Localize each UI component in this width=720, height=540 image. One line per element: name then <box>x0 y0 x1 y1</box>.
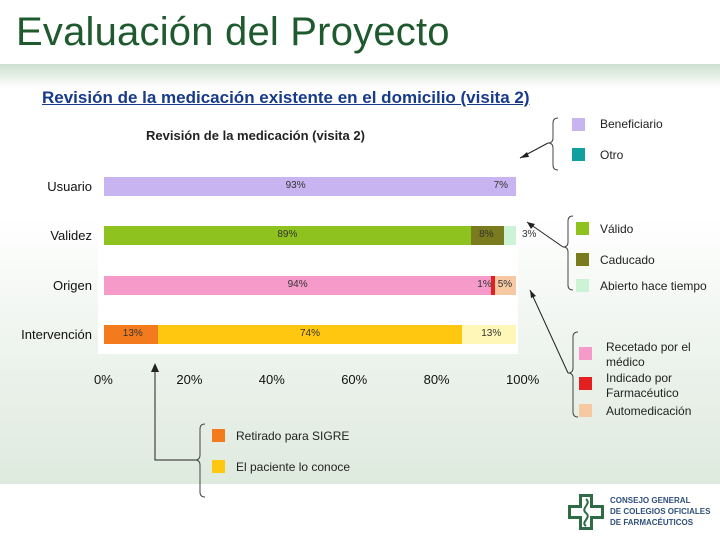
legend-swatch-el-paciente-lo-conoce <box>212 460 225 473</box>
logo: CONSEJO GENERAL DE COLEGIOS OFICIALES DE… <box>566 492 716 532</box>
legend-swatch-retirado-para-sigre <box>212 429 225 442</box>
chart-title: Revisión de la medicación (visita 2) <box>146 128 365 143</box>
bar-usuario-otro <box>487 177 516 196</box>
data-label-origen-indicado-por-farmaceutico: 1% <box>477 279 492 290</box>
legend-swatch-automedicacion <box>579 404 592 417</box>
data-label-usuario-beneficiario: 93% <box>285 180 306 191</box>
legend-swatch-beneficiario <box>572 118 585 131</box>
bar-validez-valido <box>104 226 471 245</box>
legend-label-beneficiario: Beneficiario <box>600 117 663 131</box>
data-label-origen-automedicacion: 5% <box>497 279 513 290</box>
legend-label-caducado: Caducado <box>600 253 655 267</box>
bar-intervencion-retirado-para-sigre <box>104 325 158 344</box>
bar-validez-caducado <box>470 226 504 245</box>
category-label-origen: Origen <box>52 278 92 293</box>
x-tick-label: 0% <box>94 372 113 387</box>
page-title: Evaluación del Proyecto <box>16 10 450 54</box>
legend-label-indicado-por-farmaceutico: Indicado por Farmacéutico <box>606 371 679 400</box>
category-label-usuario: Usuario <box>47 179 92 194</box>
bar-origen-recetado-por-el-medico <box>104 276 492 295</box>
data-label-intervencion-el-paciente-lo-conoce: 74% <box>300 328 321 339</box>
data-label-intervencion-educacion-terapeutica: 13% <box>481 328 502 339</box>
legend-label-valido: Válido <box>600 222 634 236</box>
bar-validez-abierto-hace-tiempo <box>503 226 516 245</box>
legend-label-recetado-por-el-medico: Recetado por el médico <box>606 340 691 369</box>
legend-swatch-indicado-por-farmaceutico <box>579 377 592 390</box>
x-tick-label: 80% <box>423 372 450 387</box>
legend-label-automedicacion: Automedicación <box>606 404 692 418</box>
legend-swatch-recetado-por-el-medico <box>579 347 592 360</box>
logo-line-1: CONSEJO GENERAL <box>610 496 691 505</box>
category-label-validez: Validez <box>50 228 92 243</box>
logo-line-2: DE COLEGIOS OFICIALES <box>610 507 711 516</box>
legend-label-otro: Otro <box>600 148 624 162</box>
legend-swatch-otro <box>572 148 585 161</box>
legend-swatch-caducado <box>576 253 589 266</box>
legend-swatch-abierto-hace-tiempo <box>576 279 589 292</box>
x-tick-label: 100% <box>506 372 540 387</box>
data-label-intervencion-retirado-para-sigre: 13% <box>122 328 143 339</box>
bar-usuario-beneficiario <box>104 177 488 196</box>
bar-intervencion-el-paciente-lo-conoce <box>157 325 463 344</box>
legend-label-abierto-hace-tiempo: Abierto hace tiempo <box>600 279 707 293</box>
logo-cross-icon <box>568 494 604 530</box>
logo-line-3: DE FARMACÉUTICOS <box>610 518 694 527</box>
title-underline-band <box>0 64 720 88</box>
page-subtitle: Revisión de la medicación existente en e… <box>42 88 530 107</box>
category-label-intervencion: Intervención <box>21 327 92 342</box>
data-label-validez-valido: 89% <box>277 229 298 240</box>
data-label-validez-abierto-hace-tiempo: 3% <box>522 229 537 240</box>
x-tick-label: 60% <box>341 372 368 387</box>
legend-swatch-valido <box>576 222 589 235</box>
data-label-origen-recetado-por-el-medico: 94% <box>287 279 308 290</box>
bar-origen-automedicacion <box>495 276 516 295</box>
bar-intervencion-educacion-terapeutica <box>462 325 516 344</box>
data-label-validez-caducado: 8% <box>479 229 494 240</box>
legend-label-retirado-para-sigre: Retirado para SIGRE <box>236 429 350 443</box>
data-label-usuario-otro: 7% <box>493 180 509 191</box>
x-tick-label: 20% <box>176 372 203 387</box>
bar-origen-indicado-por-farmaceutico <box>491 276 496 295</box>
x-tick-label: 40% <box>258 372 285 387</box>
legend-label-el-paciente-lo-conoce: El paciente lo conoce <box>236 460 351 474</box>
